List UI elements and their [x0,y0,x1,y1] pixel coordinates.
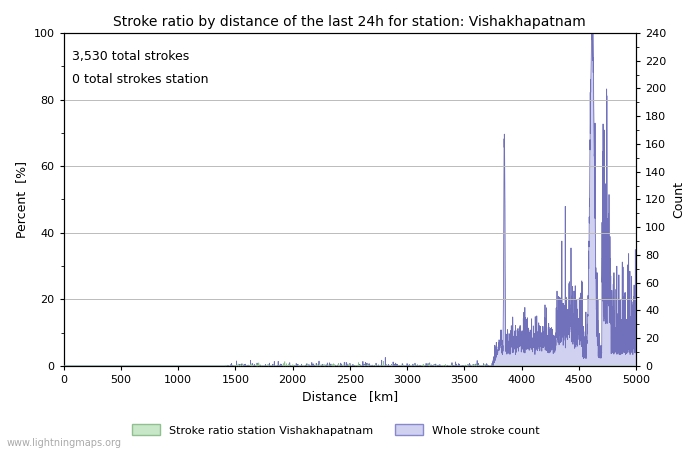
X-axis label: Distance   [km]: Distance [km] [302,391,398,404]
Y-axis label: Percent  [%]: Percent [%] [15,161,28,238]
Text: 0 total strokes station: 0 total strokes station [72,73,209,86]
Text: www.lightningmaps.org: www.lightningmaps.org [7,438,122,448]
Legend: Stroke ratio station Vishakhapatnam, Whole stroke count: Stroke ratio station Vishakhapatnam, Who… [128,419,544,440]
Text: 3,530 total strokes: 3,530 total strokes [72,50,190,63]
Y-axis label: Count: Count [672,181,685,218]
Title: Stroke ratio by distance of the last 24h for station: Vishakhapatnam: Stroke ratio by distance of the last 24h… [113,15,587,29]
